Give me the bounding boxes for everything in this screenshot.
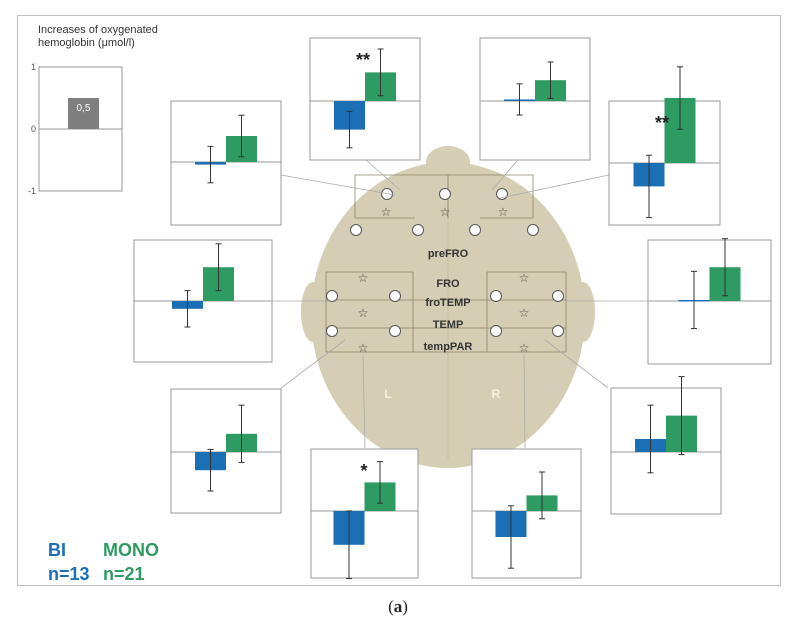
scale-bar-value-label: 0,5 <box>77 103 91 114</box>
hemisphere-left-label: L <box>384 387 391 401</box>
channel-star: ☆ <box>440 205 451 219</box>
significance-marker: * <box>360 461 367 481</box>
optode <box>389 290 401 302</box>
head-diagram: ☆ ☆ ☆ ☆ ☆ ☆ ☆ ☆ ☆ preFRO FRO froTEMP TEMP tempPAR L R <box>301 146 595 468</box>
optode <box>350 224 362 236</box>
optode <box>527 224 539 236</box>
panel-frame <box>170 100 282 226</box>
channel-star: ☆ <box>498 205 509 219</box>
y-axis-title: Increases of oxygenated hemoglobin (μmol… <box>38 24 158 49</box>
scale-tick-label: 0 <box>31 124 36 134</box>
bar-chart-panel-4: ** <box>608 66 721 226</box>
region-label-temp: TEMP <box>433 319 464 331</box>
scale-reference-chart: 1 0 -1 0,5 <box>28 62 123 196</box>
significance-marker: ** <box>356 50 370 70</box>
legend-bi-label: BI <box>48 540 66 560</box>
panel-connector <box>365 159 401 191</box>
optode <box>469 224 481 236</box>
optode <box>439 188 451 200</box>
scale-tick-label: -1 <box>28 186 36 196</box>
optode <box>490 325 502 337</box>
bar-chart-panel-8 <box>610 376 722 515</box>
panel-frame <box>647 239 772 365</box>
optode <box>326 290 338 302</box>
channel-star: ☆ <box>519 341 530 355</box>
region-label-temppar: tempPAR <box>424 341 473 353</box>
channel-star: ☆ <box>358 306 369 320</box>
legend-bi-n: n=13 <box>48 564 90 584</box>
optode <box>552 325 564 337</box>
channel-star: ☆ <box>358 341 369 355</box>
region-label-prefro: preFRO <box>428 248 469 260</box>
scale-tick-label: 1 <box>31 62 36 72</box>
bar-chart-panel-2: ** <box>309 37 421 161</box>
optode <box>326 325 338 337</box>
optode <box>412 224 424 236</box>
panel-connector <box>280 174 396 196</box>
bar-chart-panel-5 <box>133 239 273 363</box>
bar-chart-panel-10 <box>471 448 582 579</box>
panel-connector <box>491 159 519 191</box>
channel-star: ☆ <box>519 306 530 320</box>
bar-chart-panel-3 <box>479 37 591 161</box>
figure-frame <box>17 15 781 586</box>
panel-connector <box>280 339 346 389</box>
optode <box>552 290 564 302</box>
channel-star: ☆ <box>358 271 369 285</box>
figure-caption: (a) <box>388 597 408 616</box>
scale-bar <box>68 98 99 129</box>
hemisphere-right-label: R <box>492 387 501 401</box>
bar-chart-panel-7 <box>170 388 282 514</box>
legend-mono-label: MONO <box>103 540 159 560</box>
bar-chart-panel-9: * <box>310 448 419 580</box>
panel-frame <box>310 448 419 579</box>
region-label-fro: FRO <box>436 278 460 290</box>
channel-star: ☆ <box>519 271 530 285</box>
bar-chart-panel-6 <box>647 238 772 365</box>
caption-letter: a <box>393 597 403 616</box>
figure-canvas: ☆ ☆ ☆ ☆ ☆ ☆ ☆ ☆ ☆ preFRO FRO froTEMP TEMP tempPAR L R 1 0… <box>28 37 772 580</box>
optode <box>490 290 502 302</box>
significance-marker: ** <box>655 113 669 133</box>
panel-connector <box>362 354 366 449</box>
panel-connector <box>523 354 526 449</box>
panel-connector <box>499 174 610 199</box>
legend-bi: BI n=13 <box>48 538 90 586</box>
legend-mono-n: n=21 <box>103 564 145 584</box>
bar-chart-panel-1 <box>170 100 282 226</box>
panel-connector <box>544 339 609 389</box>
channel-star: ☆ <box>381 205 392 219</box>
region-label-frotemp: froTEMP <box>425 297 470 309</box>
optode <box>389 325 401 337</box>
legend-mono: MONO n=21 <box>103 538 159 586</box>
